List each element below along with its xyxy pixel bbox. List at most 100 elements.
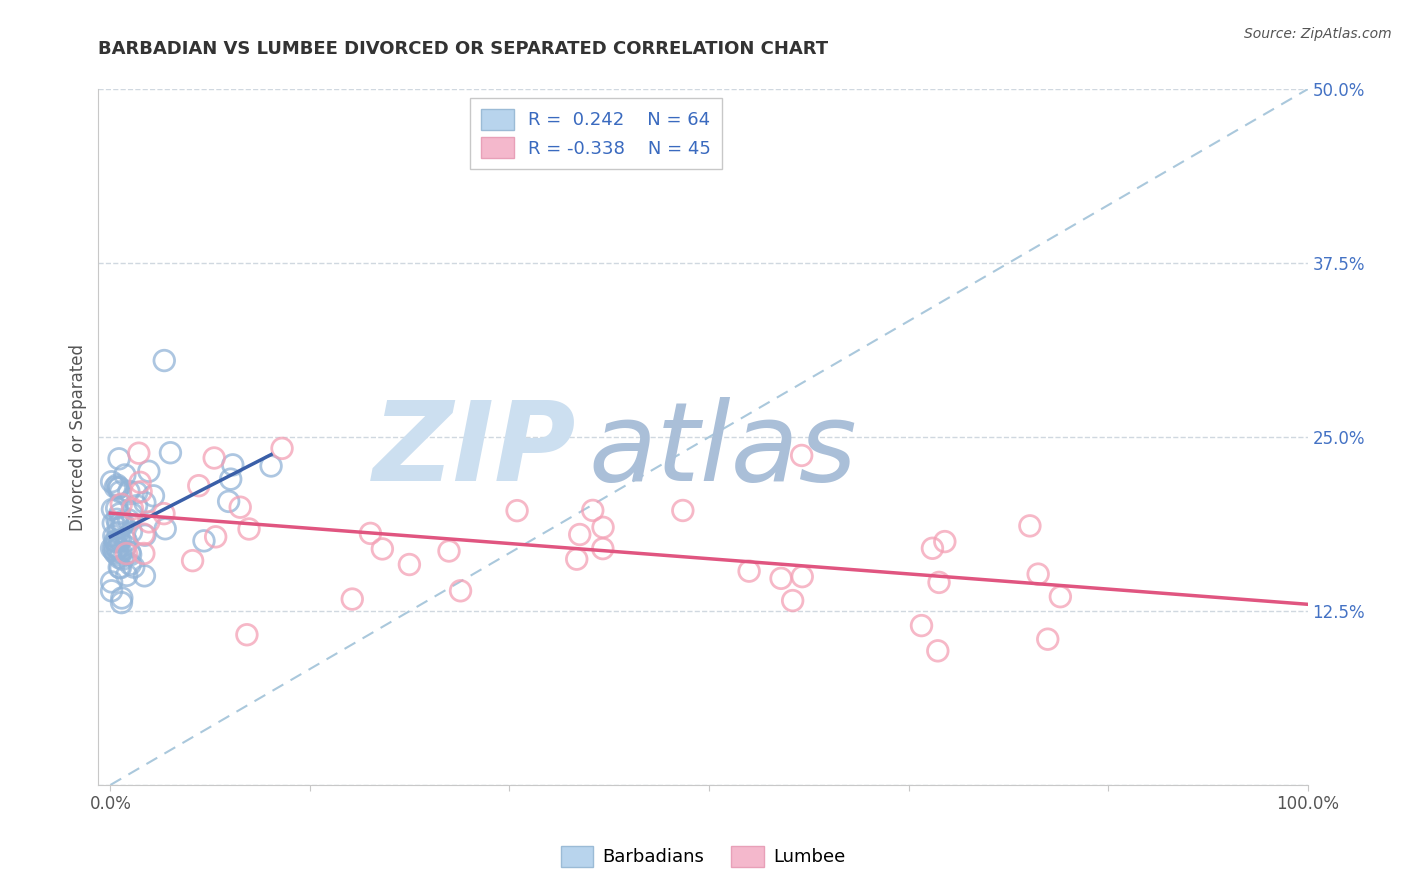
Point bbox=[790, 449, 813, 463]
Point bbox=[120, 558, 142, 572]
Point bbox=[110, 545, 132, 559]
Point bbox=[128, 446, 150, 460]
Point bbox=[105, 541, 128, 556]
Point bbox=[107, 541, 129, 555]
Text: BARBADIAN VS LUMBEE DIVORCED OR SEPARATED CORRELATION CHART: BARBADIAN VS LUMBEE DIVORCED OR SEPARATE… bbox=[98, 40, 828, 58]
Point bbox=[100, 574, 122, 589]
Point bbox=[111, 518, 134, 533]
Point bbox=[921, 541, 943, 556]
Point bbox=[101, 502, 124, 516]
Point bbox=[114, 539, 136, 553]
Point bbox=[782, 593, 804, 607]
Point bbox=[142, 489, 165, 503]
Point bbox=[359, 526, 381, 541]
Text: ZIP: ZIP bbox=[373, 398, 576, 505]
Y-axis label: Divorced or Separated: Divorced or Separated bbox=[69, 343, 87, 531]
Point bbox=[238, 522, 260, 536]
Point bbox=[110, 596, 132, 610]
Point bbox=[592, 541, 614, 556]
Point bbox=[105, 548, 128, 562]
Point bbox=[134, 569, 156, 583]
Point bbox=[105, 512, 128, 526]
Point bbox=[202, 450, 225, 465]
Point bbox=[153, 507, 176, 521]
Point bbox=[236, 628, 259, 642]
Point bbox=[117, 513, 139, 527]
Point bbox=[129, 475, 152, 490]
Point bbox=[107, 481, 129, 495]
Point bbox=[105, 478, 128, 492]
Point bbox=[104, 534, 127, 549]
Point bbox=[115, 533, 138, 548]
Point bbox=[928, 575, 950, 590]
Text: Source: ZipAtlas.com: Source: ZipAtlas.com bbox=[1244, 27, 1392, 41]
Point bbox=[129, 484, 152, 499]
Point bbox=[218, 494, 240, 508]
Point bbox=[568, 527, 591, 541]
Point bbox=[565, 552, 588, 566]
Point bbox=[105, 501, 128, 516]
Point bbox=[437, 544, 460, 558]
Point bbox=[672, 503, 695, 517]
Point bbox=[108, 451, 131, 466]
Point bbox=[115, 547, 138, 561]
Point bbox=[103, 540, 125, 554]
Point bbox=[159, 446, 181, 460]
Point bbox=[103, 529, 125, 543]
Point bbox=[108, 484, 131, 499]
Legend: R =  0.242    N = 64, R = -0.338    N = 45: R = 0.242 N = 64, R = -0.338 N = 45 bbox=[470, 98, 721, 169]
Point bbox=[134, 496, 156, 510]
Point bbox=[927, 644, 949, 658]
Point bbox=[138, 515, 160, 529]
Point bbox=[271, 442, 294, 456]
Point bbox=[153, 353, 176, 368]
Point bbox=[1049, 590, 1071, 604]
Point bbox=[155, 522, 177, 536]
Point bbox=[222, 458, 245, 472]
Point bbox=[229, 500, 252, 515]
Point bbox=[1019, 519, 1042, 533]
Point bbox=[1036, 632, 1059, 647]
Point bbox=[181, 554, 204, 568]
Point bbox=[193, 533, 215, 548]
Point bbox=[110, 533, 132, 548]
Point bbox=[100, 541, 122, 556]
Point bbox=[592, 520, 614, 534]
Point bbox=[114, 467, 136, 482]
Point bbox=[506, 503, 529, 517]
Point bbox=[187, 479, 209, 493]
Point bbox=[934, 534, 956, 549]
Point bbox=[204, 530, 226, 544]
Point bbox=[371, 541, 394, 556]
Point bbox=[1026, 567, 1049, 582]
Point bbox=[110, 561, 132, 575]
Point bbox=[260, 458, 283, 473]
Point bbox=[125, 499, 148, 513]
Point bbox=[120, 525, 142, 540]
Point bbox=[342, 592, 364, 607]
Point bbox=[115, 568, 138, 582]
Point bbox=[120, 548, 142, 562]
Point bbox=[125, 485, 148, 500]
Point bbox=[132, 527, 155, 541]
Point bbox=[103, 516, 125, 531]
Point bbox=[104, 480, 127, 494]
Point bbox=[104, 546, 127, 560]
Point bbox=[107, 517, 129, 532]
Point bbox=[108, 507, 131, 521]
Point bbox=[108, 550, 131, 565]
Point bbox=[121, 507, 143, 521]
Point bbox=[118, 545, 141, 559]
Point bbox=[111, 552, 134, 566]
Text: atlas: atlas bbox=[588, 398, 856, 505]
Legend: Barbadians, Lumbee: Barbadians, Lumbee bbox=[554, 838, 852, 874]
Point bbox=[121, 501, 143, 516]
Point bbox=[738, 564, 761, 578]
Point bbox=[107, 533, 129, 548]
Point bbox=[398, 558, 420, 572]
Point bbox=[770, 571, 793, 585]
Point bbox=[112, 516, 135, 531]
Point bbox=[108, 560, 131, 574]
Point bbox=[110, 497, 132, 511]
Point bbox=[792, 569, 814, 583]
